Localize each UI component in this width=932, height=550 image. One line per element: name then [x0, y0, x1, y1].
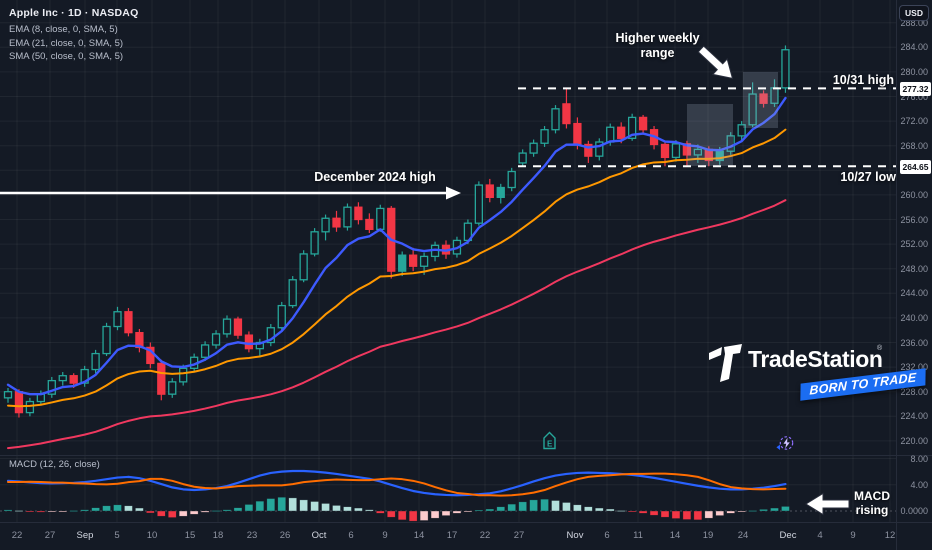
- price-tick-label: 284.00: [900, 42, 928, 53]
- symbol-title[interactable]: Apple Inc · 1D · NASDAQ: [9, 7, 139, 19]
- time-tick-label: 11: [633, 530, 643, 541]
- annotation-line: MACD: [854, 489, 890, 503]
- macd-tick-label: 8.00: [910, 453, 928, 464]
- time-tick-label: 4: [817, 530, 823, 541]
- price-badge-low: 264.65: [900, 160, 931, 174]
- time-tick-label: 19: [702, 530, 714, 541]
- annotation-line: rising: [855, 503, 889, 517]
- time-tick-label: 26: [279, 530, 291, 541]
- price-tick-label: 240.00: [900, 312, 928, 323]
- time-tick-label: 22: [11, 530, 23, 541]
- price-tick-label: 244.00: [900, 288, 928, 299]
- annotation-higher-weekly-range: Higher weekly range: [600, 31, 715, 61]
- annotation-1027-low: 10/27 low: [840, 170, 896, 184]
- annotation-macd-rising: MACD rising: [845, 489, 899, 517]
- price-tick-label: 272.00: [900, 116, 928, 127]
- time-tick-label: 22: [479, 530, 491, 541]
- indicator-sma50[interactable]: SMA (50, close, 0, SMA, 5): [9, 51, 124, 62]
- price-tick-label: 260.00: [900, 189, 928, 200]
- currency-badge[interactable]: USD: [899, 5, 929, 21]
- tradestation-wordmark: TradeStation: [748, 346, 883, 372]
- price-tick-label: 276.00: [900, 91, 928, 102]
- time-tick-label: 24: [737, 530, 749, 541]
- time-tick-label: 17: [446, 530, 458, 541]
- price-tick-label: 220.00: [900, 435, 928, 446]
- time-tick-label: 15: [184, 530, 196, 541]
- price-tick-label: 232.00: [900, 362, 928, 373]
- time-tick-label: Nov: [566, 530, 584, 541]
- indicator-ema8[interactable]: EMA (8, close, 0, SMA, 5): [9, 24, 118, 35]
- price-tick-label: 280.00: [900, 66, 928, 77]
- annotation-december-high: December 2024 high: [314, 170, 436, 184]
- time-tick-label: 9: [850, 530, 856, 541]
- registered-mark: ®: [877, 345, 883, 352]
- annotation-line: range: [640, 46, 675, 60]
- time-tick-label: 18: [212, 530, 224, 541]
- time-tick-label: 6: [348, 530, 354, 541]
- time-tick-label: 6: [604, 530, 610, 541]
- tradestation-mark-icon: [709, 344, 742, 382]
- annotation-1031-high: 10/31 high: [832, 73, 894, 87]
- time-tick-label: 10: [146, 530, 158, 541]
- macd-tick-label: 0.0000: [900, 506, 928, 516]
- time-tick-label: 12: [884, 530, 896, 541]
- annotation-line: Higher weekly: [615, 31, 700, 45]
- macd-pane-label[interactable]: MACD (12, 26, close): [9, 459, 100, 470]
- tradestation-logo: TradeStation ® BORN TO TRADE: [708, 340, 926, 401]
- price-tick-label: 288.00: [900, 17, 928, 28]
- macd-tick-label: 4.00: [910, 479, 928, 490]
- chart-legend: Apple Inc · 1D · NASDAQ EMA (8, close, 0…: [9, 7, 138, 64]
- time-tick-label: Sep: [76, 530, 94, 541]
- price-tick-label: 256.00: [900, 214, 928, 225]
- price-tick-label: 252.00: [900, 239, 928, 250]
- time-tick-label: 23: [246, 530, 258, 541]
- time-tick-label: 5: [114, 530, 120, 541]
- price-badge-high: 277.32: [900, 82, 931, 96]
- time-axis[interactable]: 22 27 Sep 5 10 15 18 23 26 Oct 6 9 14 17 22 27 Nov 6 11 14 1…: [0, 522, 932, 550]
- indicator-ema21[interactable]: EMA (21, close, 0, SMA, 5): [9, 37, 124, 49]
- price-tick-label: 224.00: [900, 411, 928, 422]
- price-tick-label: 248.00: [900, 263, 928, 274]
- time-tick-label: 27: [513, 530, 525, 541]
- price-axis[interactable]: USD 288.00 284.00 280.00 276.00 272.00 268.00…: [896, 0, 932, 550]
- time-tick-label: 27: [44, 530, 56, 541]
- pane-divider[interactable]: [0, 455, 932, 456]
- time-tick-label: Oct: [311, 530, 327, 541]
- time-tick-label: 14: [413, 530, 425, 541]
- time-tick-label: 9: [382, 530, 388, 541]
- price-tick-label: 228.00: [900, 386, 928, 397]
- time-tick-label: 14: [669, 530, 681, 541]
- time-tick-label: Dec: [779, 530, 797, 541]
- price-tick-label: 268.00: [900, 140, 928, 151]
- price-tick-label: 236.00: [900, 337, 928, 348]
